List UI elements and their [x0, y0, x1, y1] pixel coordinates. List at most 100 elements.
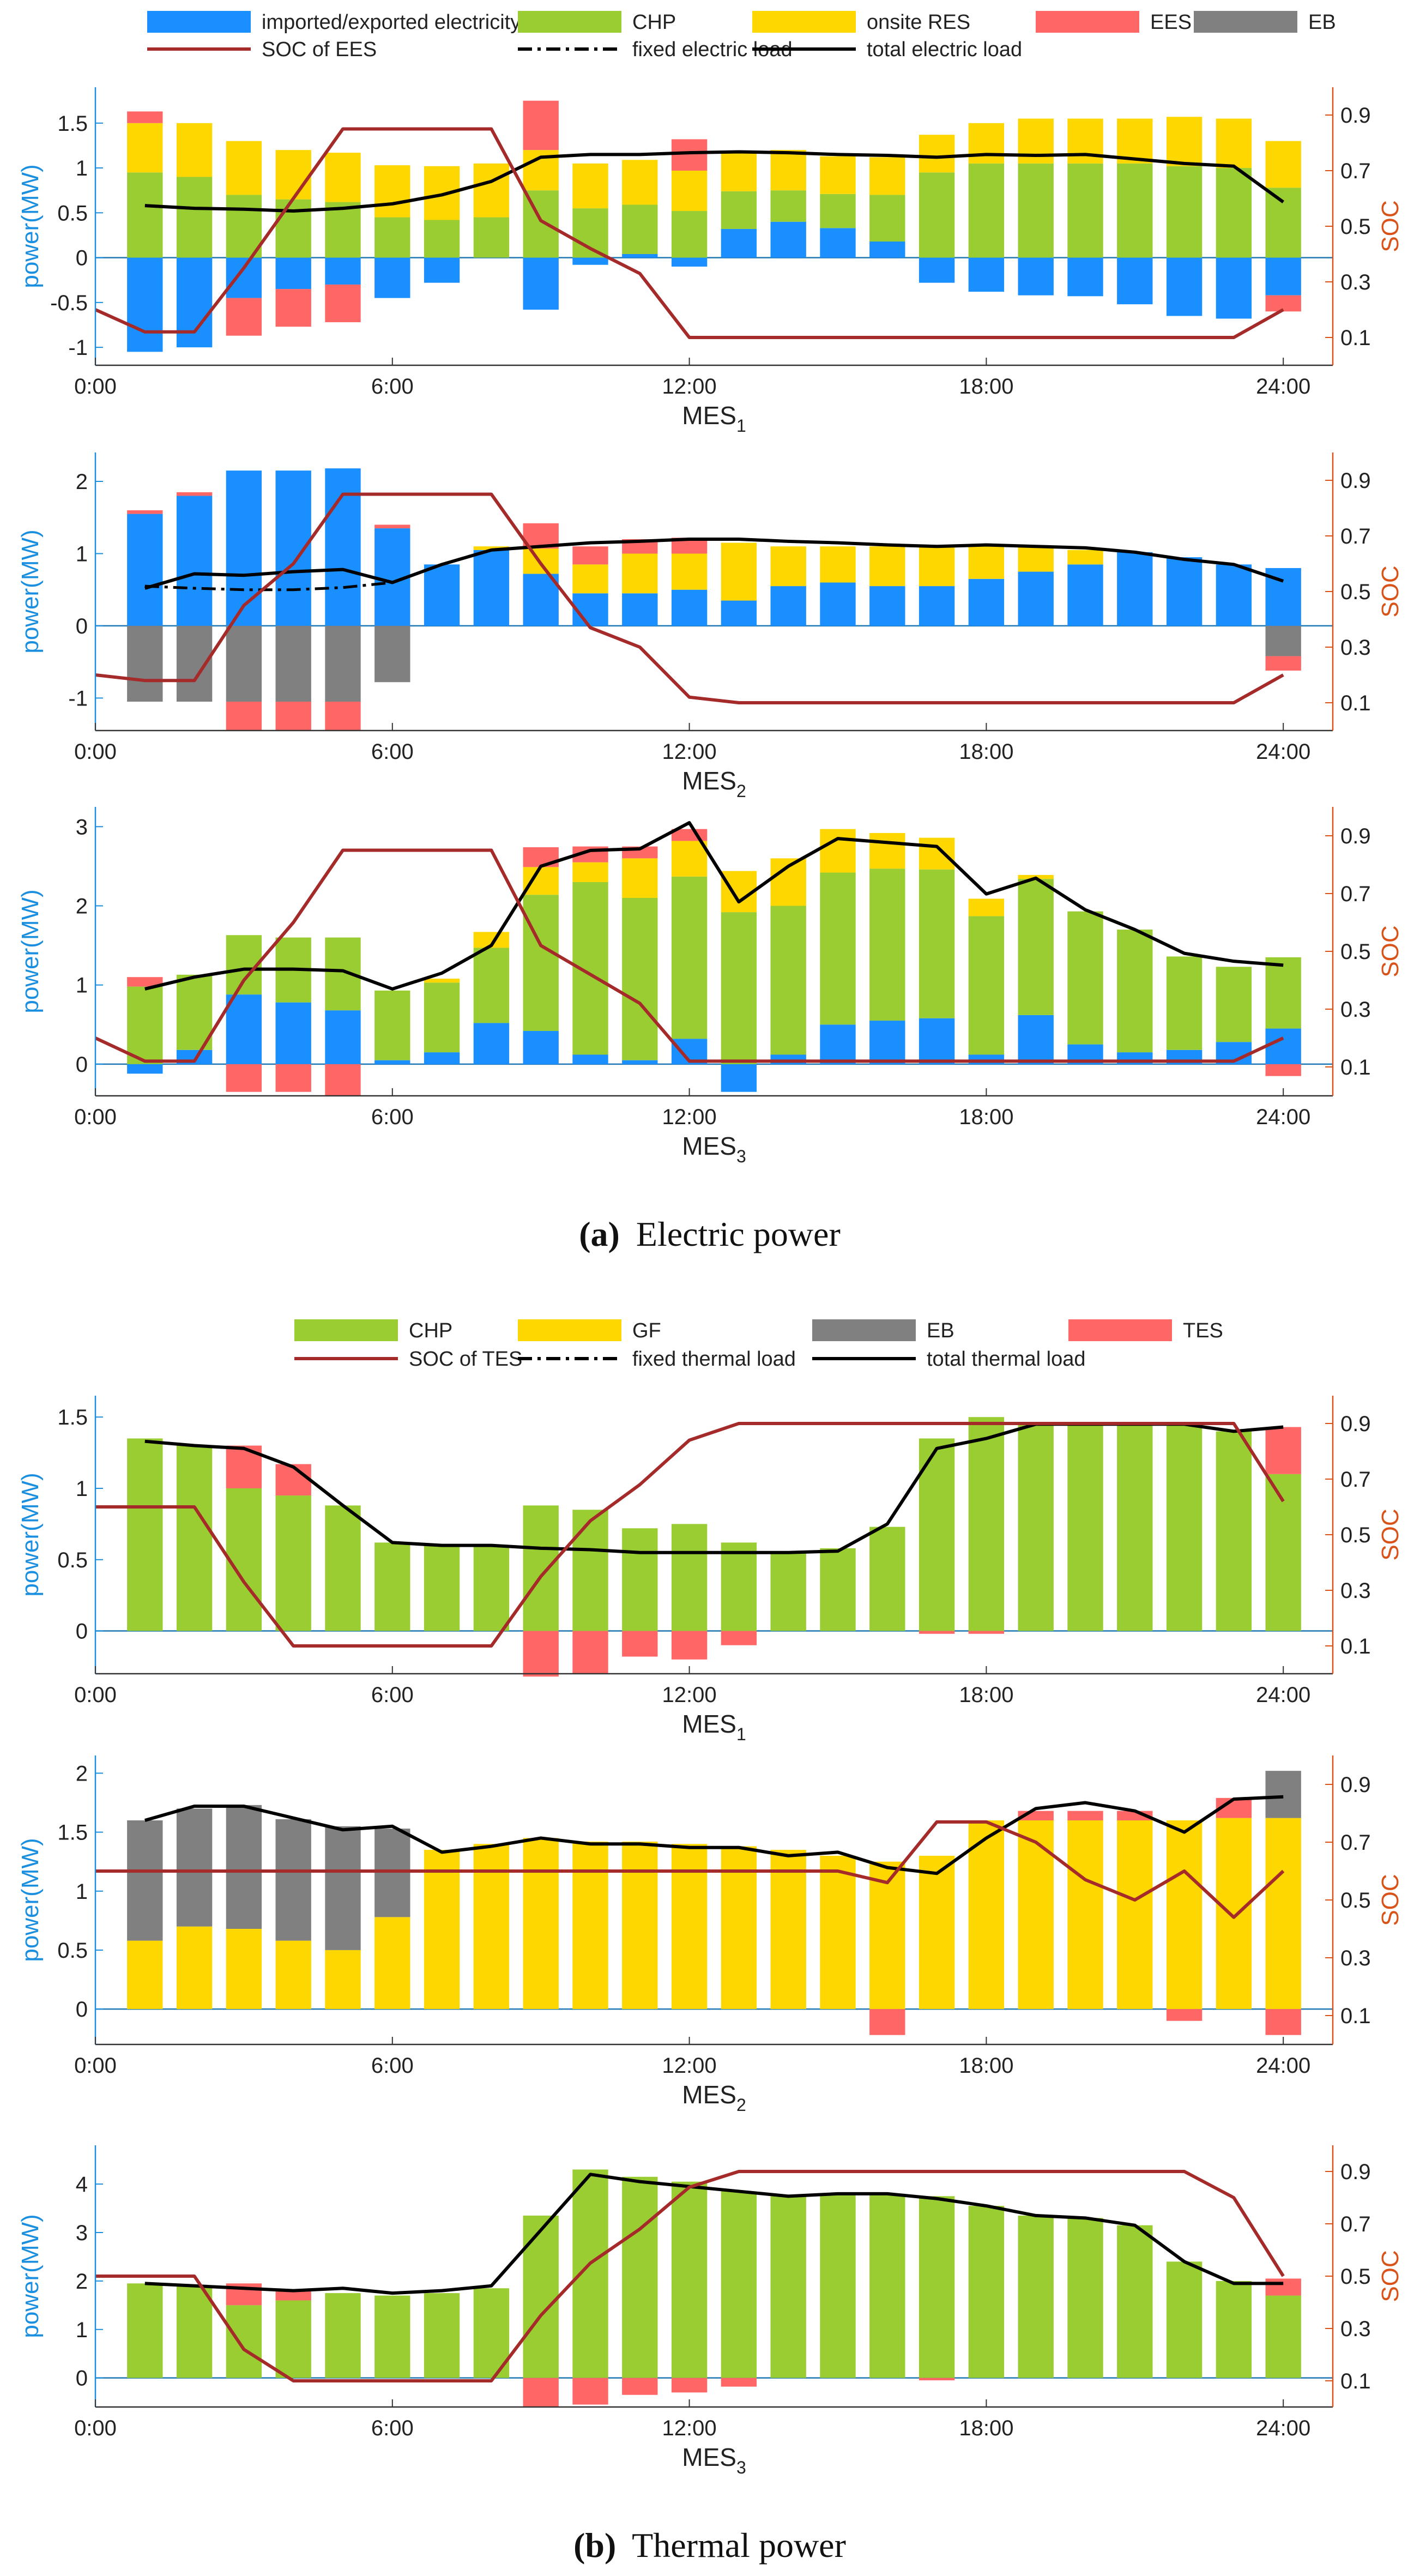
chart-1-bar-onsite-res-20: [1067, 550, 1103, 565]
chart-0-bar-imported-exported-electricity-13: [721, 228, 757, 258]
chart-4-bar-gf-21: [1117, 1820, 1153, 2010]
chart-5-bar-chp-3: [226, 2305, 262, 2378]
chart-2-bar-imported-exported-electricity-1: [127, 1064, 163, 1074]
chart-4-bar-tes-22: [1166, 2009, 1203, 2021]
chart-1-bar-imported-exported-electricity-21: [1117, 552, 1153, 626]
chart-5-xtick-label-0: 0:00: [74, 2416, 117, 2440]
chart-5-xtick-label-3: 18:00: [959, 2416, 1013, 2440]
chart-4-bar-gf-10: [572, 1841, 608, 2010]
chart-2-bar-ees-9: [523, 847, 559, 867]
chart-0-bar-chp-3: [226, 195, 262, 258]
chart-1-bar-ees-6: [374, 524, 410, 529]
chart-2-bar-chp-17: [919, 869, 955, 1018]
chart-4-ytick-label-4: 2: [76, 1761, 88, 1785]
chart-0-bar-onsite-res-2: [176, 123, 213, 177]
chart-2-bar-chp-12: [671, 876, 708, 1039]
chart-0-bar-imported-exported-electricity-14: [770, 221, 806, 258]
chart-5-ytick-label-0: 0: [76, 2367, 88, 2391]
chart-4-bar-gf-19: [1018, 1820, 1054, 2010]
chart-5-y2tick-label-0: 0.1: [1340, 2369, 1371, 2393]
chart-0-bar-onsite-res-5: [325, 153, 361, 202]
chart-0-bar-onsite-res-18: [968, 123, 1005, 164]
legend-electric-imported-exported-electricity-label: imported/exported electricity: [262, 11, 521, 34]
chart-1-bar-onsite-res-15: [820, 546, 856, 583]
legend-thermal: CHP GF EB TES SOC of TES fixed thermal load to…: [294, 1319, 1223, 1371]
chart-1-bar-eb-6: [374, 625, 410, 683]
chart-2-xtick-label-2: 12:00: [662, 1105, 717, 1129]
legend-thermal-soc-of-tes-label: SOC of TES: [409, 1348, 522, 1371]
chart-4-bar-gf-4: [275, 1940, 311, 2010]
chart-5-total-load-line: [144, 2173, 1284, 2295]
chart-0-bar-imported-exported-electricity-15: [820, 228, 856, 258]
chart-3-ytick-label-0: 0: [76, 1620, 88, 1644]
chart-1-bar-imported-exported-electricity-19: [1018, 571, 1054, 626]
chart-5-bar-chp-2: [176, 2285, 213, 2378]
chart-5-bar-chp-19: [1018, 2215, 1054, 2378]
chart-2-bar-chp-24: [1265, 957, 1301, 1029]
chart-2-bar-onsite-res-9: [523, 867, 559, 895]
chart-1-y2tick-label-0: 0.1: [1340, 691, 1371, 715]
chart-0-total-load-line: [144, 150, 1284, 213]
chart-5-bar-chp-11: [622, 2176, 658, 2378]
chart-0-bar-onsite-res-1: [127, 123, 163, 173]
chart-4-y2tick-label-2: 0.5: [1340, 1889, 1371, 1913]
chart-4-bar-gf-23: [1216, 1818, 1252, 2010]
chart-thermal-mes1: 0:00 6:00 12:00 18:00 24:00 0 0.5 1 1.5 0.1 0.3 0.5…: [17, 1396, 1404, 1744]
chart-0-bar-ees-3: [226, 298, 262, 336]
chart-0-bar-ees-5: [325, 284, 361, 323]
chart-1-bar-imported-exported-electricity-1: [127, 514, 163, 626]
chart-0-xlabel-sub: 1: [736, 416, 746, 436]
chart-4-soc-line: [95, 1820, 1285, 1919]
chart-4-xtick-label-1: 6:00: [371, 2054, 414, 2078]
chart-3-bar-tes-13: [721, 1631, 757, 1645]
chart-4-bar-gf-9: [523, 1838, 559, 2010]
chart-4-bar-gf-7: [424, 1850, 460, 2010]
chart-0-bar-onsite-res-17: [919, 135, 955, 173]
chart-5-bar-chp-13: [721, 2191, 757, 2378]
chart-4-bar-gf-12: [671, 1844, 708, 2010]
chart-1-xtick-label-2: 12:00: [662, 740, 717, 764]
chart-0-bar-imported-exported-electricity-9: [523, 257, 559, 310]
chart-4-bar-eb-2: [176, 1808, 213, 1927]
chart-2-bar-chp-22: [1166, 956, 1203, 1050]
chart-1-total-load-line: [144, 537, 1284, 590]
chart-0-bar-onsite-res-15: [820, 156, 856, 194]
chart-0-bar-imported-exported-electricity-22: [1166, 257, 1203, 316]
legend-electric-onsite-res-label: onsite RES: [867, 11, 970, 34]
chart-2-bar-chp-14: [770, 906, 806, 1055]
legend-electric-ees-swatch: [1036, 11, 1139, 33]
chart-4-y2tick-label-3: 0.7: [1340, 1831, 1371, 1855]
chart-4-bar-gf-16: [869, 1861, 905, 2010]
chart-5-bar-tes-24: [1265, 2278, 1301, 2296]
chart-1-bar-imported-exported-electricity-11: [622, 593, 658, 626]
chart-0-bar-imported-exported-electricity-23: [1216, 257, 1252, 319]
chart-0-bar-onsite-res-12: [671, 171, 708, 212]
chart-2-bar-imported-exported-electricity-11: [622, 1060, 658, 1064]
chart-0-bar-chp-12: [671, 211, 708, 258]
chart-2-bar-chp-16: [869, 868, 905, 1021]
chart-1-ytick-label-0: -1: [68, 686, 88, 710]
chart-0-bar-chp-15: [820, 194, 856, 228]
chart-2-y2tick-label-3: 0.7: [1340, 882, 1371, 906]
chart-3-ytick-label-3: 1.5: [57, 1405, 88, 1429]
legend-thermal-eb-swatch: [812, 1319, 916, 1341]
chart-4-bar-eb-3: [226, 1805, 262, 1929]
chart-0-ytick-label-2: 0: [76, 246, 88, 270]
chart-0-bar-chp-7: [424, 220, 460, 258]
chart-5-bar-chp-12: [671, 2181, 708, 2378]
chart-0-bar-chp-4: [275, 199, 311, 258]
chart-1-bar-onsite-res-17: [919, 546, 955, 587]
chart-4-total-load-line: [144, 1795, 1284, 1875]
chart-3-xlabel: MES1: [682, 1710, 746, 1744]
legend-electric: imported/exported electricity CHP onsite R…: [147, 11, 1336, 61]
chart-3-bar-tes-12: [671, 1631, 708, 1660]
chart-2-bar-chp-19: [1018, 879, 1054, 1015]
chart-3-xlabel-main: MES: [682, 1710, 736, 1738]
chart-4-y2tick-label-1: 0.3: [1340, 1946, 1371, 1970]
chart-1-bar-ees-5: [325, 702, 361, 731]
legend-electric-ees-label: EES: [1150, 11, 1192, 34]
chart-1-bar-onsite-res-11: [622, 553, 658, 594]
chart-3-bar-chp-24: [1265, 1474, 1301, 1631]
chart-2-bar-imported-exported-electricity-9: [523, 1030, 559, 1064]
